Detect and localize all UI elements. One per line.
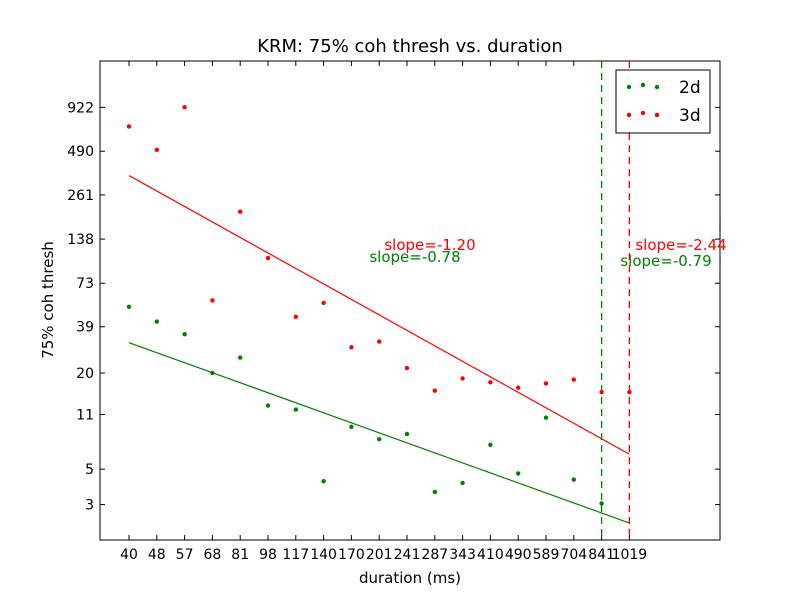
data-point-3d [349,345,354,350]
data-point-3d [126,124,132,129]
y-tick-label: 73 [76,276,94,292]
x-tick-label: 841 [588,547,615,563]
x-tick-label: 48 [148,547,166,563]
y-tick-label: 39 [76,320,94,336]
data-point-2d [210,370,215,376]
legend-marker-2d [654,84,660,90]
x-tick-label: 140 [310,547,337,563]
x-tick-label: 68 [203,547,221,563]
data-point-3d [404,365,410,371]
legend-marker-2d [626,84,632,90]
x-tick-label: 81 [231,547,249,563]
x-tick-label: 201 [366,547,393,563]
extrap-slope-label-2d: slope=-0.79 [620,252,711,270]
x-tick-label: 287 [421,547,448,563]
slope-label-3d: slope=-1.20 [384,236,475,254]
x-tick-label: 343 [449,547,476,563]
x-tick-label: 98 [259,547,277,563]
data-point-2d [265,403,271,408]
chart-title: KRM: 75% coh thresh vs. duration [257,36,563,57]
data-point-3d [543,381,549,386]
data-point-3d [377,339,382,344]
data-point-3d [488,380,493,385]
legend-label-2d: 2d [679,78,701,98]
x-tick-label: 117 [282,547,309,563]
data-point-2d [599,501,604,506]
data-point-2d [460,480,465,486]
data-point-3d [516,385,521,390]
x-tick-label: 170 [338,547,365,563]
data-point-3d [182,104,187,110]
data-point-2d [377,437,382,442]
data-point-2d [126,304,132,309]
plot-frame [99,60,721,541]
fit-line-3d [128,175,630,455]
data-point-3d [571,377,576,382]
y-tick-label: 3 [85,498,94,514]
y-tick-label: 5 [85,462,94,478]
data-point-2d [238,355,243,360]
x-axis-label: duration (ms) [359,569,461,587]
y-tick-label: 138 [67,232,94,248]
data-point-3d [627,389,632,395]
x-tick-label: 1019 [612,547,648,563]
y-tick-label: 490 [67,144,94,160]
data-point-2d [516,471,521,476]
x-tick-label: 704 [560,547,587,563]
x-tick-label: 490 [505,547,532,563]
legend-marker-3d [654,112,660,118]
data-point-2d [154,319,159,324]
y-tick-label: 20 [76,366,94,382]
legend-label-3d: 3d [679,106,701,126]
data-point-2d [543,415,549,420]
plot-area: 40 48 57 68 81 98 117 140 170 201 241 287 343 410 490 5… [67,60,727,563]
y-tick-label: 922 [67,100,94,116]
legend-marker-2d [640,82,646,88]
data-point-3d [321,300,326,306]
x-tick-label: 410 [477,547,504,563]
data-point-3d [432,388,437,393]
slope-label-2d: slope=-0.78 [369,248,460,266]
data-point-3d [265,255,271,261]
data-point-2d [488,442,493,448]
x-tick-label: 57 [176,547,194,563]
y-tick-label: 261 [67,188,94,204]
legend-marker-3d [626,112,632,118]
data-point-2d [293,407,298,412]
legend-marker-3d [640,110,646,116]
x-tick-label: 40 [120,547,138,563]
data-point-2d [182,332,187,337]
data-point-3d [293,314,298,319]
y-tick-label: 11 [76,407,94,423]
data-point-2d [432,489,437,495]
data-point-3d [460,376,465,381]
legend-box [615,69,711,134]
x-tick-label: 589 [533,547,560,563]
x-tick-label: 241 [394,547,421,563]
y-axis-label: 75% coh thresh [39,241,57,359]
extrap-slope-label-3d: slope=-2.44 [635,236,726,254]
data-point-3d [154,147,159,153]
data-point-3d [599,389,604,395]
data-point-2d [404,431,410,437]
data-point-3d [210,298,215,303]
data-point-2d [571,477,576,482]
data-point-2d [321,479,326,484]
data-point-3d [238,209,243,214]
data-point-2d [349,424,354,430]
